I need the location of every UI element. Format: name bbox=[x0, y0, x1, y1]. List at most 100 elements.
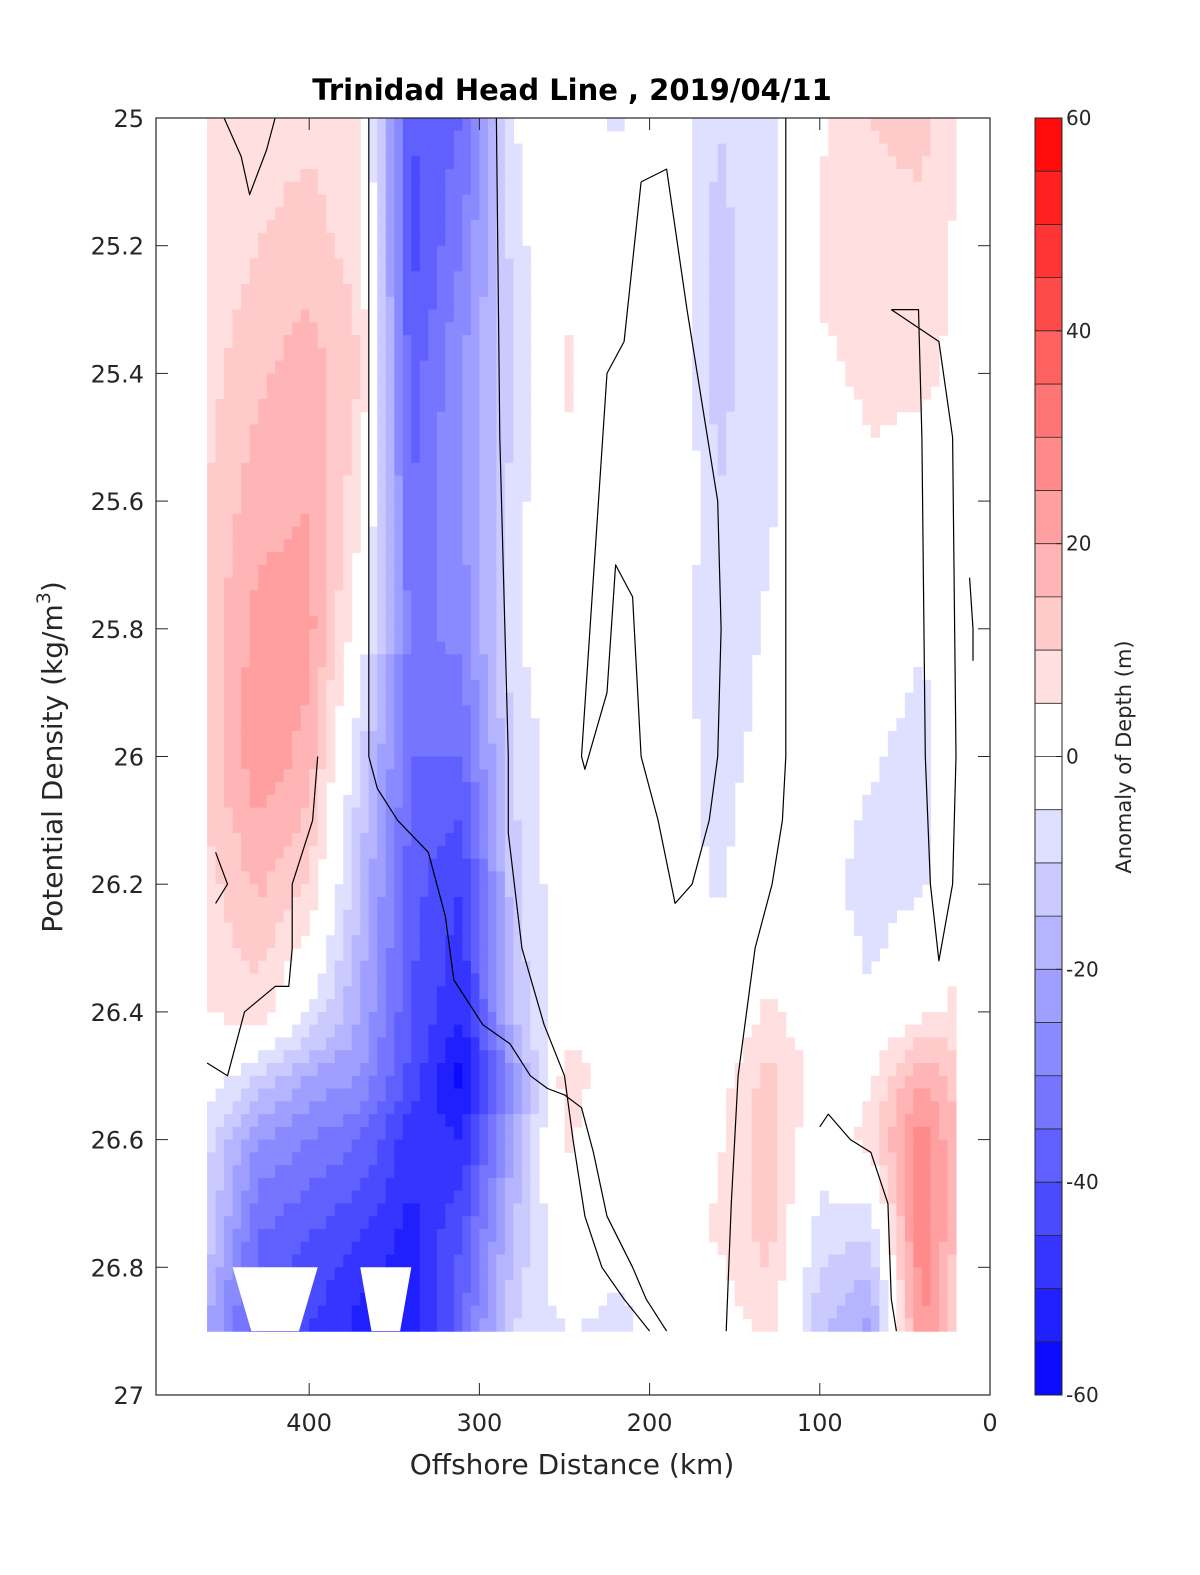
heatmap-cell bbox=[351, 347, 361, 362]
heatmap-cell bbox=[385, 386, 395, 400]
heatmap-cell bbox=[760, 1280, 770, 1294]
heatmap-cell bbox=[734, 194, 744, 208]
heatmap-cell bbox=[428, 1216, 438, 1230]
heatmap-cell bbox=[462, 628, 472, 643]
heatmap-cell bbox=[470, 564, 480, 579]
heatmap-cell bbox=[862, 347, 872, 362]
heatmap-cell bbox=[709, 411, 719, 426]
heatmap-cell bbox=[504, 884, 515, 898]
heatmap-cell bbox=[921, 845, 932, 860]
heatmap-cell bbox=[896, 718, 906, 732]
heatmap-cell bbox=[207, 156, 217, 170]
heatmap-cell bbox=[343, 948, 353, 962]
heatmap-cell bbox=[394, 922, 404, 936]
heatmap-cell bbox=[377, 284, 387, 298]
heatmap-cell bbox=[377, 986, 387, 1000]
heatmap-cell bbox=[700, 577, 710, 592]
heatmap-cell bbox=[479, 564, 489, 579]
heatmap-cell bbox=[215, 667, 225, 681]
heatmap-cell bbox=[232, 539, 242, 553]
heatmap-cell bbox=[760, 1126, 770, 1141]
heatmap-cell bbox=[692, 603, 702, 617]
heatmap-cell bbox=[794, 1101, 804, 1115]
heatmap-cell bbox=[419, 1280, 429, 1294]
heatmap-cell bbox=[249, 475, 259, 489]
heatmap-cell bbox=[258, 909, 268, 924]
heatmap-cell bbox=[232, 1228, 242, 1243]
heatmap-cell bbox=[232, 526, 242, 541]
heatmap-cell bbox=[215, 577, 225, 592]
heatmap-cell bbox=[513, 207, 523, 221]
heatmap-cell bbox=[394, 1088, 404, 1102]
heatmap-cell bbox=[394, 169, 404, 183]
heatmap-cell bbox=[487, 833, 498, 847]
heatmap-cell bbox=[487, 884, 498, 898]
heatmap-cell bbox=[317, 999, 327, 1013]
heatmap-cell bbox=[453, 1228, 463, 1243]
heatmap-cell bbox=[445, 437, 455, 451]
heatmap-cell bbox=[249, 986, 259, 1000]
heatmap-cell bbox=[751, 1050, 761, 1064]
heatmap-cell bbox=[360, 322, 370, 336]
heatmap-cell bbox=[343, 884, 353, 898]
heatmap-cell bbox=[470, 1228, 480, 1243]
heatmap-cell bbox=[241, 986, 251, 1000]
heatmap-cell bbox=[394, 207, 404, 221]
heatmap-cell bbox=[513, 1190, 523, 1205]
heatmap-cell bbox=[453, 232, 463, 247]
heatmap-cell bbox=[887, 284, 897, 298]
heatmap-cell bbox=[743, 590, 753, 604]
heatmap-cell bbox=[726, 220, 736, 234]
heatmap-cell bbox=[385, 794, 395, 809]
heatmap-cell bbox=[496, 718, 506, 732]
heatmap-cell bbox=[351, 973, 361, 987]
heatmap-cell bbox=[734, 654, 744, 668]
heatmap-cell bbox=[751, 1062, 761, 1077]
heatmap-cell bbox=[504, 769, 515, 783]
heatmap-cell bbox=[326, 1024, 336, 1039]
heatmap-cell bbox=[896, 1152, 906, 1166]
heatmap-cell bbox=[768, 386, 778, 400]
heatmap-cell bbox=[692, 156, 702, 170]
heatmap-cell bbox=[292, 271, 302, 285]
heatmap-cell bbox=[266, 1062, 276, 1077]
heatmap-cell bbox=[692, 181, 702, 196]
heatmap-cell bbox=[777, 1126, 787, 1141]
heatmap-cell bbox=[487, 718, 498, 732]
heatmap-cell bbox=[521, 347, 532, 362]
heatmap-cell bbox=[462, 1177, 472, 1192]
heatmap-cell bbox=[709, 258, 719, 272]
heatmap-cell bbox=[428, 667, 438, 681]
heatmap-cell bbox=[717, 475, 727, 489]
heatmap-cell bbox=[428, 603, 438, 617]
heatmap-cell bbox=[266, 986, 276, 1000]
heatmap-cell bbox=[513, 258, 523, 272]
heatmap-cell bbox=[368, 794, 378, 809]
heatmap-cell bbox=[853, 360, 863, 374]
heatmap-cell bbox=[896, 1139, 906, 1153]
heatmap-cell bbox=[241, 1165, 251, 1179]
heatmap-cell bbox=[785, 1050, 795, 1064]
heatmap-cell bbox=[428, 641, 438, 655]
heatmap-cell bbox=[513, 1267, 523, 1281]
heatmap-cell bbox=[845, 1305, 855, 1319]
heatmap-cell bbox=[394, 935, 404, 949]
heatmap-cell bbox=[692, 628, 702, 643]
heatmap-cell bbox=[453, 654, 463, 668]
heatmap-cell bbox=[726, 1139, 736, 1153]
heatmap-cell bbox=[207, 1165, 217, 1179]
heatmap-cell bbox=[402, 437, 412, 451]
heatmap-cell bbox=[709, 871, 719, 885]
heatmap-cell bbox=[360, 1050, 370, 1064]
heatmap-cell bbox=[453, 1050, 463, 1064]
heatmap-cell bbox=[224, 973, 234, 987]
heatmap-cell bbox=[768, 501, 778, 515]
heatmap-cell bbox=[385, 284, 395, 298]
heatmap-cell bbox=[930, 1216, 940, 1230]
heatmap-cell bbox=[709, 398, 719, 413]
heatmap-cell bbox=[241, 552, 251, 566]
heatmap-cell bbox=[496, 258, 506, 272]
heatmap-cell bbox=[275, 730, 285, 745]
heatmap-cell bbox=[530, 960, 540, 975]
heatmap-cell bbox=[938, 1203, 949, 1217]
